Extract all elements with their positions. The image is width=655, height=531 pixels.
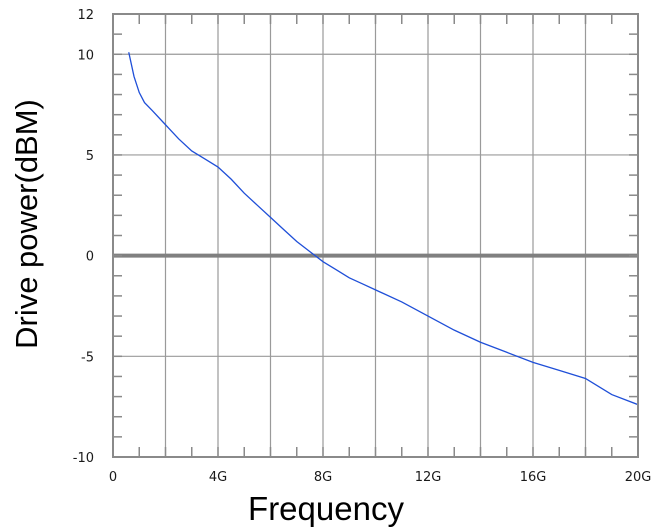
x-axis-title: Frequency [248,490,404,527]
x-tick-label: 0 [109,470,117,485]
ticks-layer [113,14,638,457]
drive-power-series-line [128,52,639,406]
x-tick-labels: 0 4G 8G 12G 16G 20G [109,470,651,485]
y-tick-labels: -10 -5 0 5 10 12 [73,8,94,466]
y-tick-label: 12 [77,8,94,23]
grid-layer [113,14,638,457]
y-tick-label: -10 [73,451,94,466]
x-tick-label: 4G [209,470,227,485]
y-axis-title: Drive power(dBM) [9,99,44,349]
y-tick-label: 5 [86,149,94,164]
y-tick-label: -5 [81,350,94,365]
x-tick-label: 16G [520,470,547,485]
y-tick-label: 0 [86,250,94,265]
y-tick-label: 10 [77,48,94,63]
x-tick-label: 20G [625,470,652,485]
x-tick-label: 8G [314,470,332,485]
x-tick-label: 12G [415,470,442,485]
